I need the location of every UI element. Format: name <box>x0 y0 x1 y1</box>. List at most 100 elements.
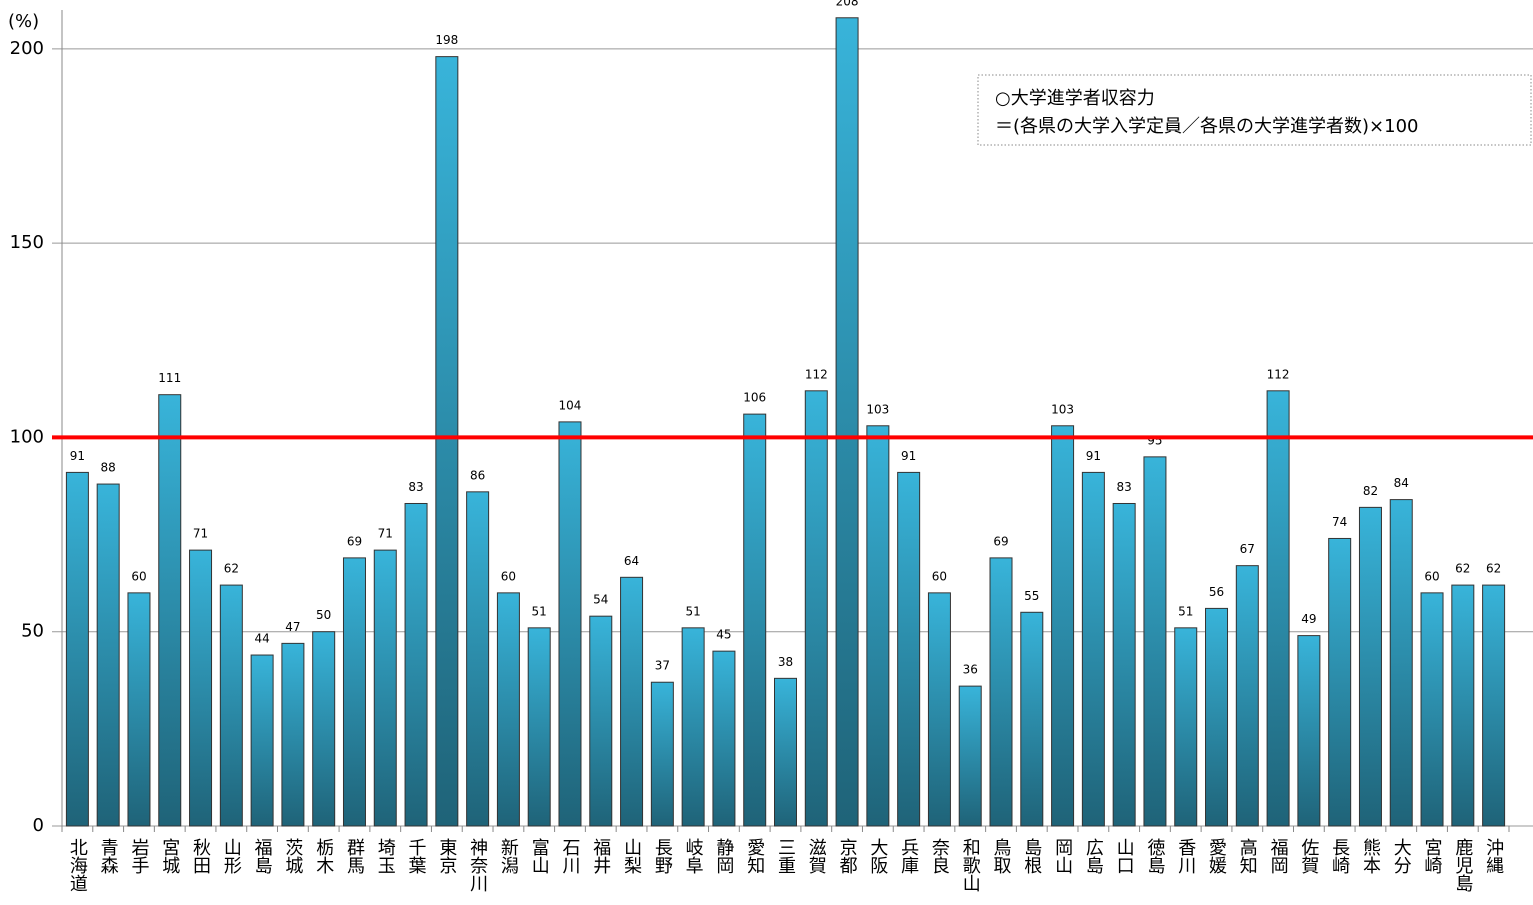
x-tick-label: 長野 <box>652 838 673 874</box>
x-tick-label: 岐阜 <box>683 838 704 874</box>
x-tick-label: 鳥取 <box>991 838 1012 874</box>
bar <box>1051 425 1075 827</box>
x-tick-label: 青森 <box>98 838 119 874</box>
value-label: 112 <box>805 367 828 381</box>
x-tick-label: 岩手 <box>128 838 149 874</box>
value-label: 51 <box>685 604 700 618</box>
value-label: 56 <box>1209 585 1224 599</box>
x-tick-label: 広島 <box>1083 838 1104 875</box>
bar <box>1266 390 1290 827</box>
x-tick-label: 和歌山 <box>960 838 981 892</box>
x-tick-label: 石川 <box>559 838 580 874</box>
value-label: 104 <box>559 398 582 412</box>
x-tick-label: 鹿児島 <box>1452 838 1473 893</box>
y-tick-label: 50 <box>21 621 44 642</box>
bar <box>927 592 951 827</box>
bar <box>774 677 797 827</box>
bar <box>1358 506 1382 827</box>
bar <box>1482 584 1506 827</box>
x-tick-label: 高知 <box>1237 838 1258 874</box>
value-label: 112 <box>1267 367 1290 381</box>
bar <box>435 56 459 827</box>
bar <box>496 592 520 827</box>
value-label: 62 <box>224 562 239 576</box>
x-tick-label: 新潟 <box>498 838 519 875</box>
x-tick-label: 滋賀 <box>806 838 827 874</box>
value-label: 51 <box>532 604 547 618</box>
value-label: 69 <box>347 534 362 548</box>
y-tick-label: 0 <box>33 815 44 836</box>
y-tick-label: 150 <box>10 232 44 253</box>
bar <box>1389 499 1413 827</box>
x-tick-label: 東京 <box>436 838 457 875</box>
value-label: 86 <box>470 468 485 482</box>
annotation-box <box>977 74 1532 146</box>
bar <box>835 17 859 827</box>
bar <box>373 549 397 827</box>
value-label: 83 <box>1117 480 1132 494</box>
bar <box>219 584 243 827</box>
bar <box>1297 635 1321 827</box>
x-tick-label: 愛媛 <box>1206 838 1227 874</box>
bar <box>620 576 644 827</box>
x-tick-label: 徳島 <box>1144 838 1165 875</box>
value-label: 45 <box>716 628 731 642</box>
value-label: 62 <box>1486 562 1501 576</box>
bar <box>650 681 674 827</box>
value-label: 74 <box>1332 515 1347 529</box>
y-tick-label: 200 <box>10 38 44 59</box>
bar <box>189 549 213 827</box>
annotation: ○大学進学者収容力 <box>995 88 1155 109</box>
x-tick-label: 京都 <box>837 838 858 874</box>
value-label: 71 <box>193 527 208 541</box>
value-label: 49 <box>1301 612 1316 626</box>
x-tick-label: 福井 <box>590 838 611 874</box>
x-tick-label: 茨城 <box>282 838 303 874</box>
bar <box>712 650 736 827</box>
value-label: 83 <box>408 480 423 494</box>
value-label: 88 <box>101 461 116 475</box>
bar <box>281 642 305 827</box>
y-axis-label: (%) <box>8 11 39 32</box>
value-label: 82 <box>1363 484 1378 498</box>
x-tick-label: 埼玉 <box>375 838 396 874</box>
x-tick-label: 富山 <box>529 838 550 874</box>
bar <box>1020 611 1044 827</box>
bar <box>866 425 890 827</box>
x-tick-label: 奈良 <box>929 838 950 874</box>
value-label: 60 <box>932 569 947 583</box>
x-tick-label: 岡山 <box>1052 838 1073 874</box>
value-label: 106 <box>743 391 766 405</box>
bar <box>466 491 490 827</box>
bar <box>342 557 366 827</box>
bar <box>1235 565 1259 827</box>
value-label: 51 <box>1178 604 1193 618</box>
value-label: 60 <box>131 569 146 583</box>
value-label: 60 <box>501 569 516 583</box>
value-label: 36 <box>963 663 978 677</box>
bar <box>1174 627 1198 827</box>
x-tick-label: 山口 <box>1114 838 1135 874</box>
bar <box>96 483 120 827</box>
bar <box>1081 471 1105 827</box>
value-label: 62 <box>1455 562 1470 576</box>
bar <box>250 654 274 827</box>
bar <box>897 471 921 827</box>
x-tick-label: 神奈川 <box>467 838 488 892</box>
x-tick-label: 沖縄 <box>1483 838 1504 874</box>
value-label: 69 <box>993 534 1008 548</box>
bar <box>127 592 151 827</box>
bar <box>989 557 1013 827</box>
x-tick-label: 兵庫 <box>898 838 919 874</box>
bar <box>1451 584 1475 827</box>
x-tick-label: 山梨 <box>621 838 642 874</box>
x-tick-label: 福岡 <box>1268 838 1289 874</box>
value-label: 64 <box>624 554 639 568</box>
bar <box>527 627 551 827</box>
bar <box>404 502 428 827</box>
bar <box>158 394 182 827</box>
y-tick-label: 100 <box>10 426 44 447</box>
value-label: 208 <box>836 0 859 8</box>
x-tick-label: 大阪 <box>867 838 888 874</box>
